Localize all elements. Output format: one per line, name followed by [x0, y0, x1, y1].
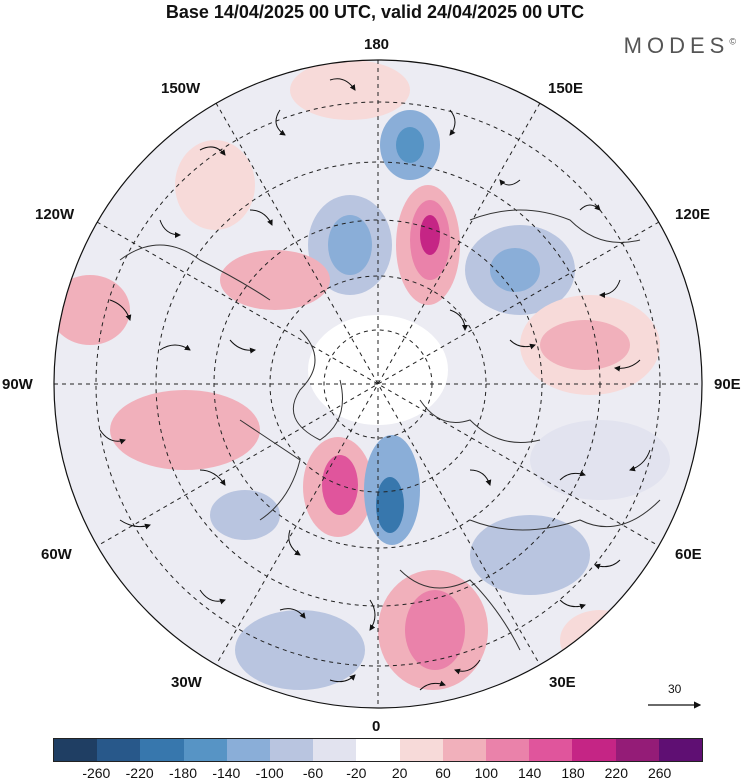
- colorbar-swatch: [356, 739, 400, 761]
- colorbar-tick-label: -60: [302, 765, 324, 781]
- colorbar-swatch: [442, 739, 487, 761]
- colorbar-swatch: [97, 739, 141, 761]
- colorbar-tick-label: -100: [255, 765, 284, 781]
- lon-label-0: 0: [372, 718, 381, 735]
- copyright-mark: ©: [729, 36, 736, 47]
- colorbar-tick-label: -220: [125, 765, 154, 781]
- colorbar-tick-label: 140: [517, 765, 542, 781]
- coastlines: [119, 209, 661, 651]
- colorbar-tick-label: 20: [391, 765, 408, 781]
- anomaly-neg-west-alaska-core: [328, 215, 372, 275]
- anomaly-neg-atlantic: [235, 610, 365, 690]
- brand-text: MODES: [623, 33, 730, 58]
- anomaly-pos-siberia-central-core: [540, 320, 630, 370]
- graticule: [54, 60, 702, 708]
- lon-label-150w: 150W: [161, 80, 201, 97]
- colorbar-tick-label: 180: [561, 765, 585, 781]
- lon-label-180: 180: [364, 36, 390, 53]
- colorbar-swatch: [615, 739, 659, 761]
- brand-logo: MODES©: [624, 33, 736, 59]
- colorbar-tick-label: -260: [82, 765, 111, 781]
- colorbar-swatch: [183, 739, 227, 761]
- anomaly-pos-pacific-west: [560, 610, 640, 670]
- colorbar-swatch: [270, 739, 314, 761]
- colorbar-ticks: -260 -220 -180 -140 -100 -60 -20 20 60 100 140 180 2…: [0, 765, 750, 783]
- map-title: Base 14/04/2025 00 UTC, valid 24/04/2025…: [165, 2, 585, 22]
- colorbar-tick-label: -20: [346, 765, 367, 781]
- anomaly-neg-west-russia: [470, 515, 590, 595]
- anomaly-pos-west-edge: [54, 275, 130, 345]
- colorbar-tick-label: 220: [604, 765, 629, 781]
- lon-label-90e: 90E: [714, 376, 741, 393]
- anomaly-neg-siberia-east-core: [490, 248, 540, 292]
- lon-label-120w: 120W: [35, 206, 75, 223]
- colorbar: [53, 738, 703, 762]
- colorbar-tick-label: 260: [647, 765, 672, 781]
- lon-label-60e: 60E: [675, 546, 702, 563]
- anomaly-neg-norwegian-sea-core: [376, 477, 404, 533]
- anomaly-pos-europe-core: [405, 590, 465, 670]
- lon-label-60w: 60W: [41, 546, 72, 563]
- colorbar-swatch: [658, 739, 703, 761]
- anomaly-neg-greenland-west: [210, 490, 280, 540]
- colorbar-swatch: [313, 739, 357, 761]
- colorbar-tick-label: 60: [435, 765, 451, 781]
- lon-label-120e: 120E: [675, 206, 711, 223]
- colorbar-swatch: [529, 739, 573, 761]
- lon-label-90w: 90W: [2, 376, 33, 393]
- lon-label-30w: 30W: [171, 674, 202, 691]
- anomaly-pos-gulf-alaska: [175, 140, 255, 230]
- colorbar-tick-label: -180: [168, 765, 198, 781]
- colorbar-swatch: [226, 739, 271, 761]
- anomaly-neg-pacific-north-core: [396, 127, 424, 163]
- anomaly-pos-east-siberia-core: [420, 215, 440, 255]
- colorbar-swatch: [399, 739, 443, 761]
- colorbar-tick-label: -140: [212, 765, 241, 781]
- colorbar-swatch: [140, 739, 184, 761]
- colorbar-swatch: [486, 739, 530, 761]
- colorbar-tick-label: 100: [474, 765, 499, 781]
- colorbar-swatch: [54, 739, 98, 761]
- colorbar-swatch: [572, 739, 616, 761]
- anomaly-field: [54, 60, 670, 690]
- lon-label-150e: 150E: [548, 80, 584, 97]
- reference-vector-label: 30: [668, 682, 682, 696]
- anomaly-pos-alaska: [220, 250, 330, 310]
- lon-label-30e: 30E: [549, 674, 576, 691]
- wind-vectors: [99, 78, 651, 691]
- map-border: [53, 59, 703, 709]
- anomaly-neg-east-siberia-se: [530, 420, 670, 500]
- anomaly-pos-canada: [110, 390, 260, 470]
